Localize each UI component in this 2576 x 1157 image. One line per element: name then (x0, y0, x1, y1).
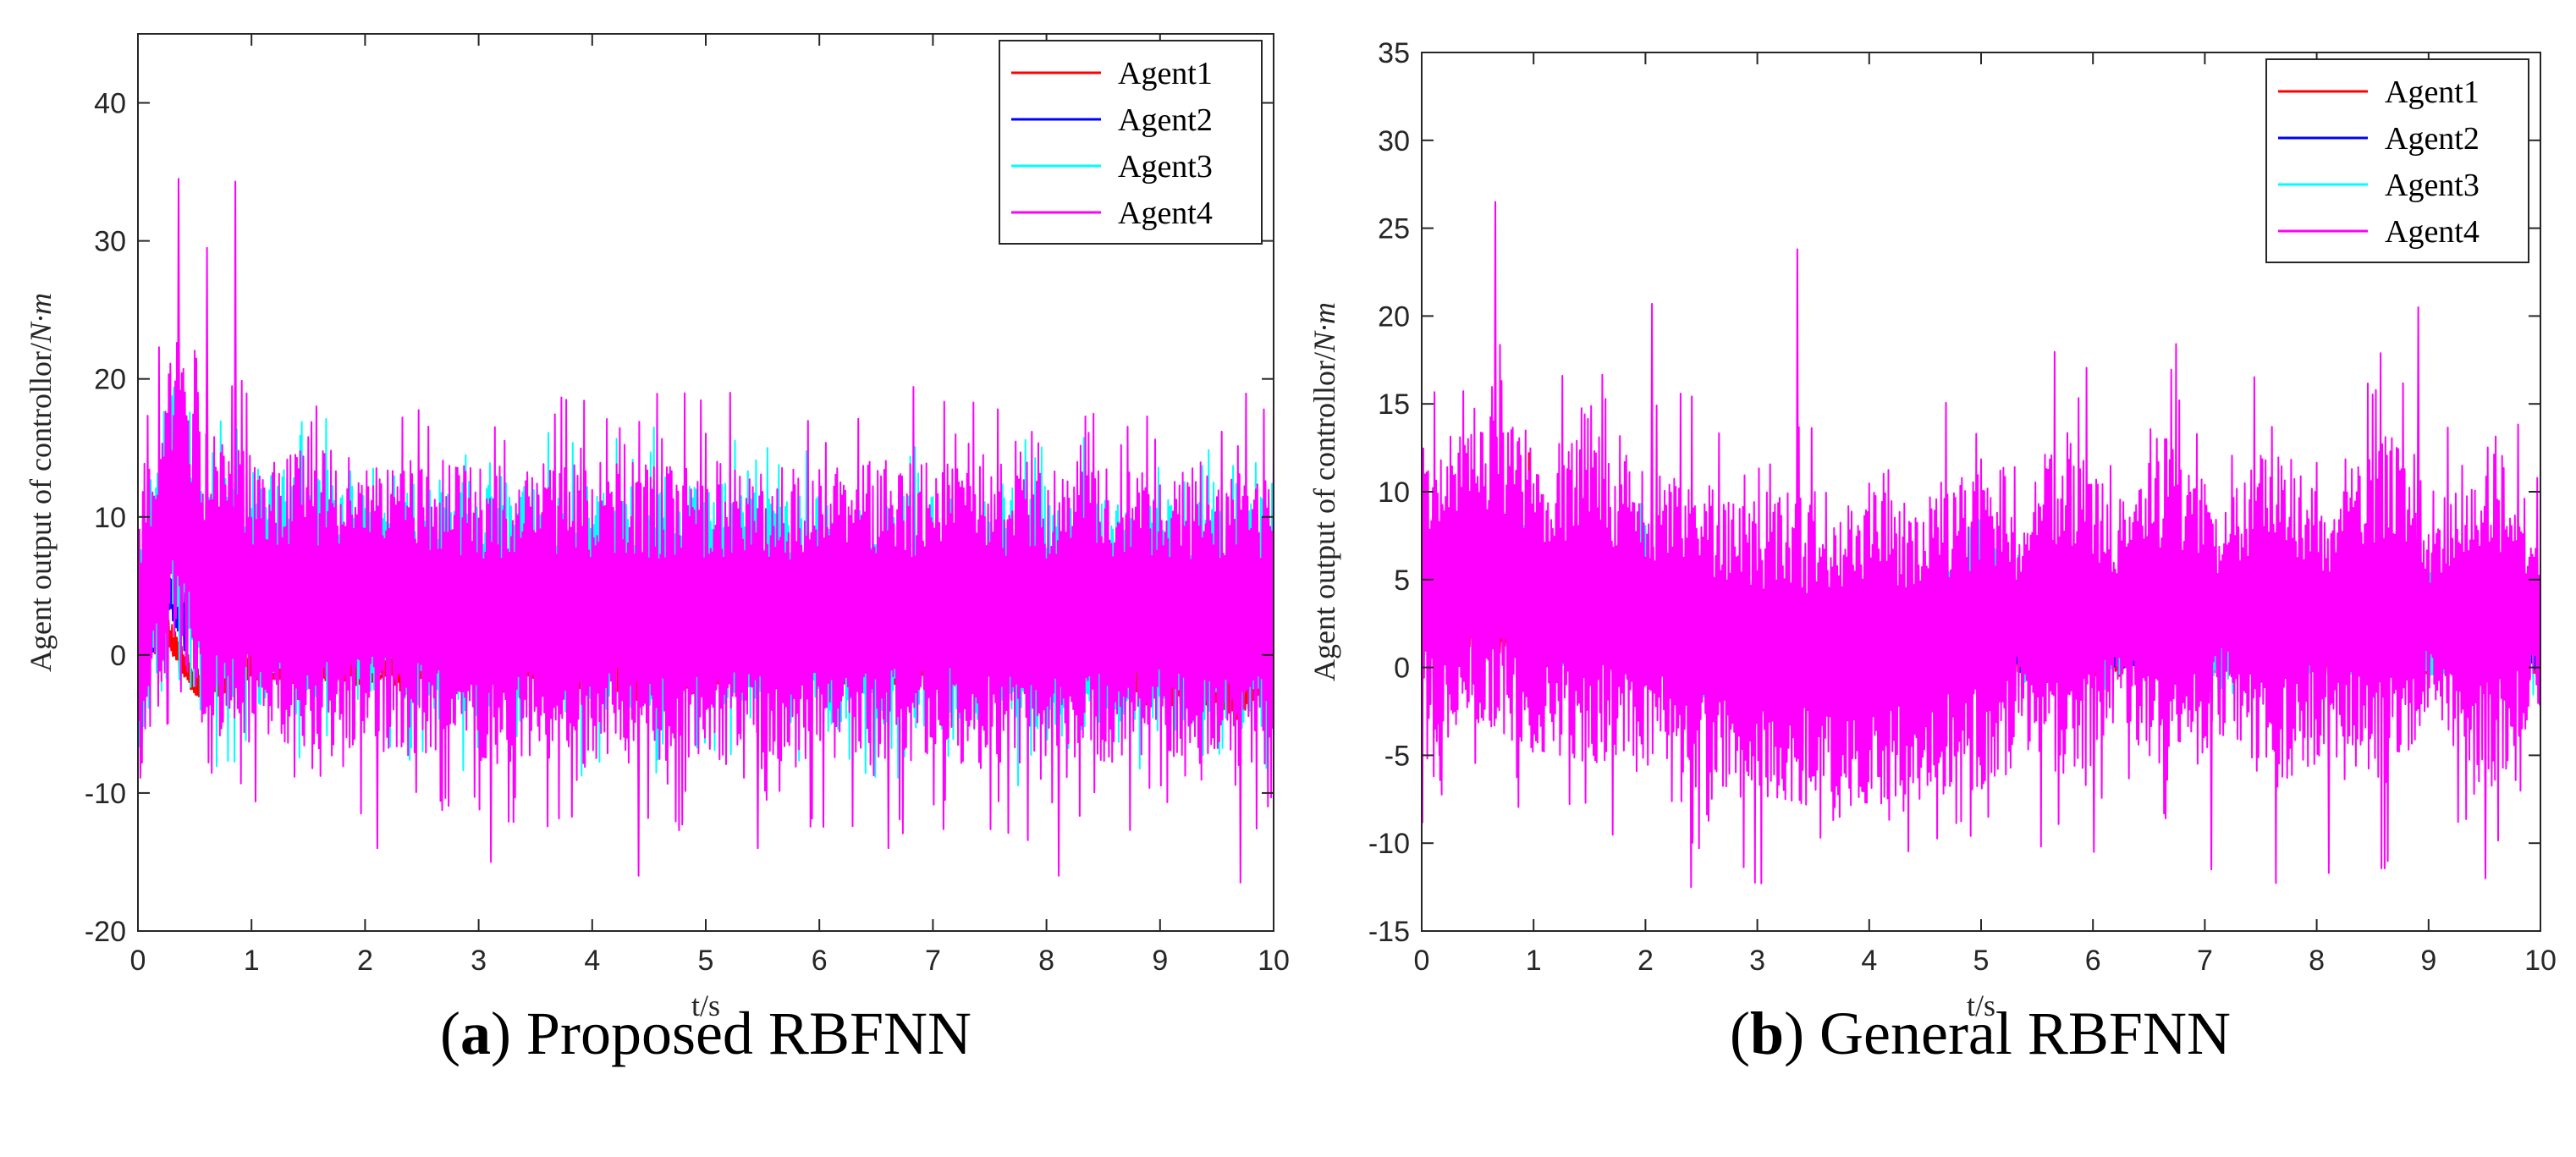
x-tick-label: 9 (1152, 945, 1168, 977)
series-line-agent4 (1422, 201, 2540, 889)
y-tick-label: 0 (110, 640, 126, 672)
legend-entry-agent4: Agent4 (2385, 214, 2480, 250)
y-tick-label: -5 (1384, 740, 1410, 772)
y-axis-label-unit: N·m (1307, 302, 1341, 353)
x-tick-label: 4 (584, 945, 600, 977)
y-tick-label: -10 (1368, 828, 1410, 860)
y-tick-label: 0 (1394, 653, 1410, 685)
y-axis-label: Agent output of controllor/N·m (24, 293, 58, 672)
y-axis-label: Agent output of controllor/N·m (1307, 302, 1341, 681)
x-tick-label: 10 (1258, 945, 1290, 977)
x-tick-label: 9 (2420, 945, 2436, 977)
x-tick-label: 10 (2524, 945, 2557, 977)
caption: (a) Proposed RBFNN (440, 1000, 972, 1067)
x-tick-label: 8 (1038, 945, 1054, 977)
y-tick-label: 35 (1378, 37, 1410, 69)
y-tick-label: 40 (94, 88, 126, 120)
legend-entry-agent4: Agent4 (1118, 196, 1213, 231)
legend-entry-agent3: Agent3 (2385, 168, 2480, 203)
x-tick-label: 0 (130, 945, 146, 977)
series-line-agent4 (138, 178, 1274, 884)
y-axis-label-prefix: Agent output of controllor/ (24, 343, 58, 672)
caption-letter: b (1750, 1000, 1784, 1067)
legend-entry-agent2: Agent2 (2385, 121, 2480, 157)
y-tick-label: -20 (85, 916, 126, 948)
x-tick-label: 2 (1638, 945, 1654, 977)
x-tick-label: 7 (2197, 945, 2213, 977)
x-axis-label: t/s (691, 989, 720, 1022)
y-tick-label: 5 (1394, 565, 1410, 597)
y-tick-label: 10 (1378, 477, 1410, 509)
x-tick-label: 1 (244, 945, 260, 977)
y-axis-label-prefix: Agent output of controllor/ (1307, 352, 1341, 681)
legend-entry-agent1: Agent1 (1118, 56, 1213, 91)
chart-panel-b: 0 1 2 3 4 5 6 7 8 9 10 -15 -10 -5 0 5 10 15 20 25 30 35 t/s Age… (1307, 37, 2557, 1067)
caption-text: ) Proposed RBFNN (491, 1000, 972, 1067)
x-tick-label: 6 (812, 945, 828, 977)
x-tick-label: 5 (1973, 945, 1990, 977)
legend: Agent1 Agent2 Agent3 Agent4 (999, 40, 1263, 245)
series-group (138, 178, 1274, 884)
x-tick-label: 0 (1414, 945, 1430, 977)
y-tick-label: 30 (94, 226, 126, 258)
legend-entry-agent2: Agent2 (1118, 102, 1213, 138)
y-tick-label: 30 (1378, 125, 1410, 157)
y-tick-label: 15 (1378, 388, 1410, 421)
x-axis-label: t/s (1967, 989, 1995, 1022)
x-tick-label: 6 (2085, 945, 2101, 977)
y-tick-label: 20 (1378, 300, 1410, 333)
y-tick-label: -15 (1368, 916, 1410, 948)
x-tick-label: 5 (698, 945, 714, 977)
y-tick-label: -10 (85, 778, 126, 810)
series-group (1422, 201, 2540, 889)
x-tick-label: 3 (471, 945, 487, 977)
legend-entry-agent3: Agent3 (1118, 149, 1213, 185)
caption-text: ) General RBFNN (1784, 1000, 2231, 1067)
legend-box (999, 40, 1263, 245)
x-tick-label: 2 (357, 945, 373, 977)
x-tick-label: 3 (1749, 945, 1765, 977)
x-tick-label: 8 (2309, 945, 2325, 977)
y-tick-label: 20 (94, 364, 126, 396)
legend-entry-agent1: Agent1 (2385, 74, 2480, 110)
legend-box (2265, 58, 2529, 263)
x-tick-label: 1 (1526, 945, 1542, 977)
y-axis-label-unit: N·m (24, 293, 58, 344)
legend: Agent1 Agent2 Agent3 Agent4 (2265, 58, 2529, 263)
y-tick-label: 10 (94, 502, 126, 534)
caption-open: ( (1730, 1000, 1750, 1067)
x-tick-label: 7 (925, 945, 941, 977)
caption-letter: a (460, 1000, 491, 1067)
caption: (b) General RBFNN (1730, 1000, 2231, 1067)
x-tick-label: 4 (1861, 945, 1877, 977)
y-tick-label: 25 (1378, 213, 1410, 245)
caption-open: ( (440, 1000, 460, 1067)
chart-panel-a: 0 1 2 3 4 5 6 7 8 9 10 -20 -10 0 10 20 30 40 t/s Agent outp… (24, 33, 1290, 1067)
